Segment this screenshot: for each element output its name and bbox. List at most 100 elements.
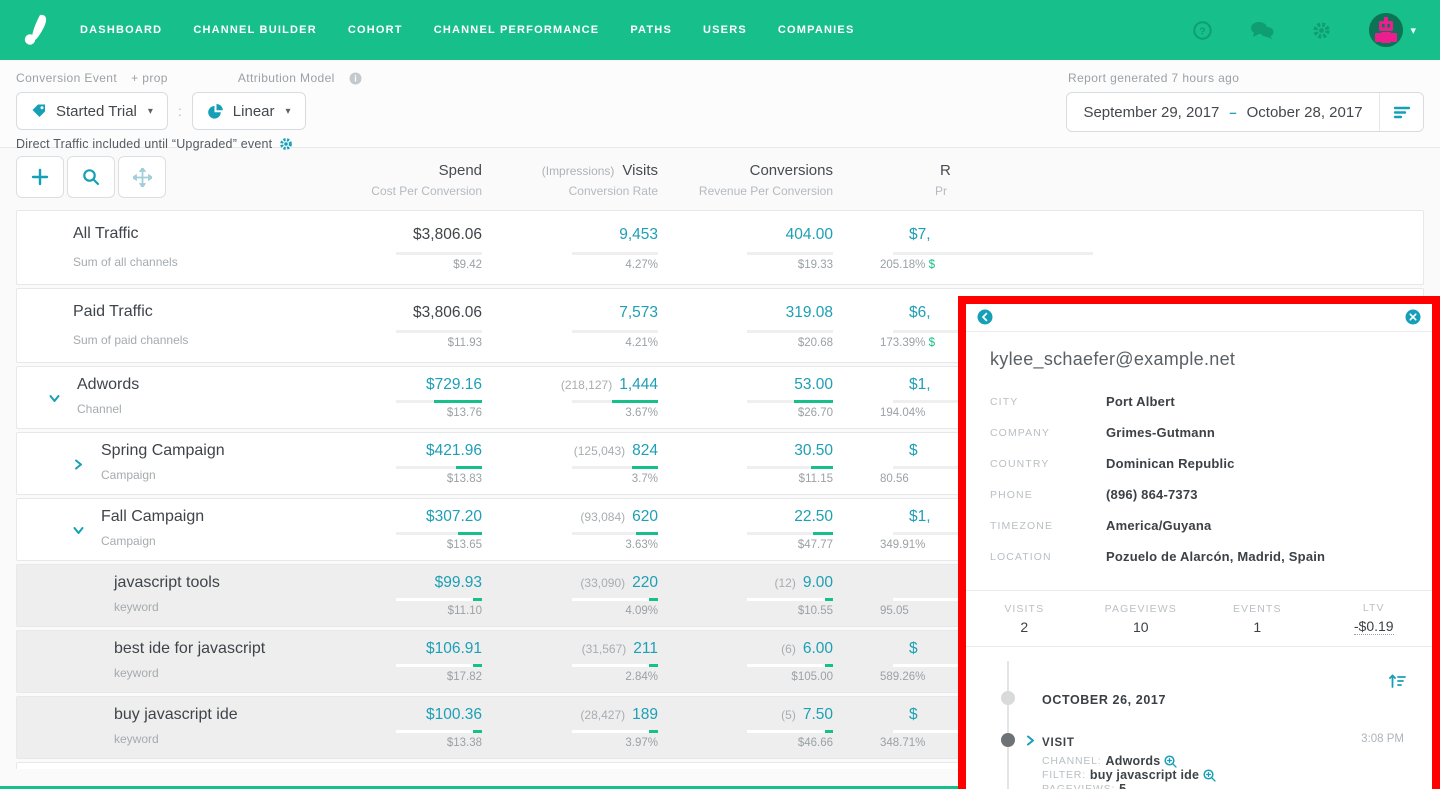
detail-row: TIMEZONE America/Guyana [990, 510, 1408, 541]
metric-bar-track [572, 730, 658, 733]
metric-main-value: $6, [909, 304, 931, 321]
visit-field-value: 5 [1119, 782, 1127, 789]
metric-main-value: $1, [909, 376, 931, 393]
metric-prefix: (6) [781, 642, 796, 656]
row-title: Fall Campaign [101, 508, 205, 525]
metric-bar-track [396, 330, 482, 333]
column-header-conversions[interactable]: Conversions Revenue Per Conversion [658, 156, 833, 208]
metric-bar [612, 400, 658, 403]
metric-sub-value: 4.27% [625, 259, 658, 271]
metric-main-value: 9,453 [619, 226, 658, 243]
help-icon[interactable]: ? [1193, 20, 1213, 40]
metric-sub-value: $13.65 [446, 539, 482, 551]
column-header-r[interactable]: R Pr [833, 156, 1440, 208]
nav-tab-channel-builder[interactable]: CHANNEL BUILDER [193, 24, 317, 36]
column-header-visits[interactable]: (Impressions) Visits Conversion Rate [482, 156, 658, 208]
detail-value: Port Albert [1106, 394, 1175, 409]
metric-main-value: (93,084) 620 [580, 508, 658, 525]
metric-main-value: 7,573 [619, 304, 658, 321]
row-name-cell: Fall Campaign Campaign [17, 499, 335, 560]
search-button[interactable] [67, 156, 115, 198]
stat-label: EVENTS [1232, 602, 1282, 615]
metric-bar-track [572, 532, 658, 535]
user-stats: VISITS 2 PAGEVIEWS 10 EVENTS 1 LTV -$0.19 [966, 591, 1432, 647]
row-title: javascript tools [114, 574, 220, 591]
attribution-model-value: Linear [232, 102, 275, 120]
stat-label: PAGEVIEWS [1104, 602, 1177, 615]
visit-field-label: CHANNEL: [1042, 755, 1102, 767]
chevron-down-icon[interactable] [47, 391, 61, 405]
attribution-model-select[interactable]: Linear ▾ [191, 92, 306, 130]
visit-field-value: Adwords [1105, 754, 1161, 768]
metric-main-value: (125,043) 824 [573, 442, 658, 459]
metric-bar [825, 664, 833, 667]
conversion-event-select[interactable]: Started Trial ▾ [16, 92, 168, 130]
metric-cell: (93,084) 620 3.63% [482, 499, 658, 560]
nav-tab-users[interactable]: USERS [702, 24, 747, 36]
nav-tab-companies[interactable]: COMPANIES [777, 24, 855, 36]
chat-icon[interactable] [1250, 21, 1274, 40]
metric-cell: 53.00 $26.70 [658, 367, 833, 428]
nav-tab-channel-performance[interactable]: CHANNEL PERFORMANCE [433, 24, 600, 36]
gear-icon[interactable] [279, 137, 293, 151]
row-type: keyword [114, 732, 159, 746]
metric-main-value: $106.91 [425, 640, 482, 657]
metric-sub-value: $19.33 [797, 259, 833, 271]
avatar[interactable] [1369, 13, 1404, 47]
row-type: keyword [114, 666, 159, 680]
metric-bar [473, 664, 482, 667]
date-range-picker[interactable]: September 29, 2017 – October 28, 2017 [1066, 92, 1424, 132]
visit-fields: CHANNEL: Adwords FILTER: buy javascript ide… [1042, 754, 1432, 789]
metric-cell: (218,127) 1,444 3.67% [482, 367, 658, 428]
metric-bar [649, 730, 658, 733]
metric-bar [649, 664, 658, 667]
add-button[interactable] [16, 156, 64, 198]
caret-down-icon: ▾ [147, 105, 153, 117]
metric-main-value: 53.00 [794, 376, 833, 393]
close-icon[interactable] [1405, 309, 1421, 325]
metric-sub-value: $13.38 [446, 737, 482, 749]
detail-value: (896) 864-7373 [1106, 487, 1198, 502]
metric-cell: $421.96 $13.83 [335, 433, 482, 494]
chevron-right-icon[interactable] [1024, 734, 1037, 747]
metric-sub-value: 589.26% [880, 671, 926, 683]
zoom-in-icon[interactable] [1203, 768, 1216, 782]
metric-main-value: $ [909, 640, 918, 657]
zoom-in-icon[interactable] [1164, 754, 1178, 768]
user-menu[interactable]: ▾ [1369, 13, 1416, 47]
metric-bar-track [747, 532, 833, 535]
table-row[interactable]: All Traffic Sum of all channels $3,806.06 $… [16, 210, 1424, 285]
timeline-visit[interactable]: VISIT 3:08 PM CHANNEL: Adwords FILTER: buy ja… [966, 733, 1432, 789]
move-button[interactable] [118, 156, 166, 198]
gear-icon[interactable] [1312, 21, 1331, 40]
nav-tab-dashboard[interactable]: DASHBOARD [80, 24, 163, 36]
metric-sub-value: $13.83 [446, 473, 482, 485]
metric-cell: $100.36 $13.38 [335, 697, 482, 758]
column-header-spend[interactable]: Spend Cost Per Conversion [335, 156, 482, 208]
metric-sub-extra: $ [925, 259, 935, 271]
visit-field-value: buy javascript ide [1089, 768, 1200, 782]
metric-bar-track [572, 400, 658, 403]
nav-tab-paths[interactable]: PATHS [630, 24, 672, 36]
metric-cell: (5) 7.50 $46.66 [658, 697, 833, 758]
metric-cell: $729.16 $13.76 [335, 367, 482, 428]
back-icon[interactable] [977, 309, 993, 325]
detail-value: Dominican Republic [1106, 456, 1235, 471]
row-name-cell: best ide for javascript keyword [17, 631, 335, 692]
chevron-right-icon[interactable] [71, 457, 85, 471]
date-presets-icon[interactable] [1379, 93, 1423, 131]
metric-bar [434, 400, 482, 403]
chevron-down-icon[interactable] [71, 523, 85, 537]
app-logo-icon[interactable] [24, 13, 54, 47]
info-icon[interactable]: i [349, 71, 362, 85]
metric-bar-track [396, 532, 482, 535]
metric-cell: $3,806.06 $9.42 [335, 211, 482, 284]
metric-main-value: $729.16 [425, 376, 482, 393]
nav-tab-cohort[interactable]: COHORT [347, 24, 403, 36]
add-prop-link[interactable]: + prop [131, 71, 168, 85]
metric-cell: $99.93 $11.10 [335, 565, 482, 626]
stat-pageviews: PAGEVIEWS 10 [1083, 603, 1200, 635]
sort-icon[interactable] [1389, 673, 1406, 689]
metric-main-value: (28,427) 189 [580, 706, 658, 723]
metric-bar [825, 598, 833, 601]
